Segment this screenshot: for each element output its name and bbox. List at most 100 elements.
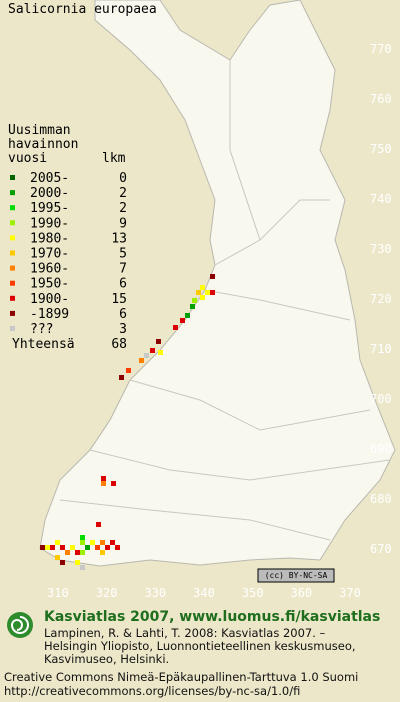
occurrence-square — [110, 540, 115, 545]
legend-swatch — [10, 295, 15, 301]
legend-count: 15 — [111, 292, 127, 307]
map-title: Salicornia europaea — [8, 2, 157, 17]
occurrence-square — [144, 353, 149, 358]
legend-swatch — [10, 205, 15, 211]
legend-count: 7 — [119, 262, 127, 277]
y-grid-label: 750 — [370, 142, 392, 156]
legend-total: 68 — [111, 337, 127, 352]
y-grid-label: 690 — [370, 442, 392, 456]
occurrence-square — [101, 476, 106, 481]
legend-header: Uusimman — [8, 123, 71, 138]
legend-swatch — [10, 265, 15, 271]
occurrence-square — [126, 368, 131, 373]
occurrence-square — [185, 313, 190, 318]
occurrence-square — [139, 358, 144, 363]
occurrence-square — [150, 348, 155, 353]
occurrence-square — [55, 555, 60, 560]
legend-label: 1900- — [30, 292, 69, 307]
legend-count: 6 — [119, 277, 127, 292]
legend-count: 13 — [111, 231, 127, 246]
legend-label: 1990- — [30, 216, 69, 231]
citation-line: Kasvimuseo, Helsinki. — [44, 652, 169, 666]
occurrence-square — [45, 545, 50, 550]
citation-line: Lampinen, R. & Lahti, T. 2008: Kasviatla… — [44, 626, 326, 640]
y-grid-label: 720 — [370, 292, 392, 306]
legend-label: 2005- — [30, 171, 69, 186]
y-grid-label: 740 — [370, 192, 392, 206]
legend-label: 1995- — [30, 201, 69, 216]
y-grid-label: 670 — [370, 542, 392, 556]
occurrence-square — [65, 550, 70, 555]
license-line: Creative Commons Nimeä-Epäkaupallinen-Ta… — [4, 670, 358, 684]
legend-label: 1950- — [30, 277, 69, 292]
occurrence-square — [200, 285, 205, 290]
occurrence-square — [75, 560, 80, 565]
occurrence-square — [115, 545, 120, 550]
occurrence-square — [101, 481, 106, 486]
legend-count: 2 — [119, 201, 127, 216]
occurrence-square — [158, 350, 163, 355]
legend-count: 2 — [119, 186, 127, 201]
y-grid-label: 680 — [370, 492, 392, 506]
occurrence-square — [180, 318, 185, 323]
occurrence-square — [70, 545, 75, 550]
badge-text: (cc) BY-NC-SA — [265, 571, 328, 580]
occurrence-square — [40, 545, 45, 550]
logo — [7, 612, 33, 638]
occurrence-square — [200, 295, 205, 300]
legend-swatch — [10, 235, 15, 241]
legend-label: 1960- — [30, 262, 69, 277]
occurrence-square — [119, 375, 124, 380]
legend-label: ??? — [30, 322, 53, 337]
x-grid-label: 310 — [47, 586, 69, 600]
occurrence-square — [105, 545, 110, 550]
x-grid-label: 340 — [193, 586, 215, 600]
legend-swatch — [10, 310, 15, 316]
legend-count: 5 — [119, 247, 127, 262]
occurrence-square — [210, 274, 215, 279]
occurrence-square — [80, 550, 85, 555]
x-grid-label: 360 — [290, 586, 312, 600]
occurrence-square — [173, 325, 178, 330]
legend-label: -1899 — [30, 307, 69, 322]
occurrence-square — [196, 290, 201, 295]
cc-badge: (cc) BY-NC-SA — [257, 568, 335, 583]
occurrence-square — [80, 565, 85, 570]
occurrence-square — [60, 560, 65, 565]
legend-swatch — [10, 280, 15, 286]
occurrence-square — [96, 522, 101, 527]
license-line: http://creativecommons.org/licenses/by-n… — [4, 684, 300, 698]
legend-swatch — [10, 175, 15, 180]
occurrence-square — [210, 290, 215, 295]
legend-count-header: lkm — [102, 151, 126, 166]
y-grid-label: 770 — [370, 42, 392, 56]
legend-header: havainnon — [8, 137, 78, 152]
legend-label: 1980- — [30, 231, 69, 246]
finland-outline — [39, 0, 396, 567]
occurrence-square — [60, 545, 65, 550]
x-grid-label: 330 — [144, 586, 166, 600]
occurrence-square — [90, 540, 95, 545]
legend-label: 1970- — [30, 247, 69, 262]
legend-swatch — [10, 220, 15, 226]
occurrence-square — [55, 540, 60, 545]
occurrence-square — [75, 550, 80, 555]
citation-line: Helsingin Yliopisto, Luonnontieteellinen… — [44, 639, 356, 653]
x-grid-label: 350 — [242, 586, 264, 600]
legend-count: 6 — [119, 307, 127, 322]
y-grid-label: 730 — [370, 242, 392, 256]
y-grid-label: 710 — [370, 342, 392, 356]
occurrence-square — [156, 339, 161, 344]
occurrence-square — [50, 545, 55, 550]
occurrence-square — [205, 290, 210, 295]
y-grid-label: 760 — [370, 92, 392, 106]
legend-count: 9 — [119, 216, 127, 231]
occurrence-square — [192, 298, 197, 303]
legend-swatch — [10, 250, 15, 256]
legend-total-label: Yhteensä — [12, 337, 75, 352]
legend-swatch — [10, 326, 15, 331]
occurrence-square — [100, 550, 105, 555]
legend-swatch — [10, 190, 15, 196]
occurrences — [40, 274, 215, 570]
